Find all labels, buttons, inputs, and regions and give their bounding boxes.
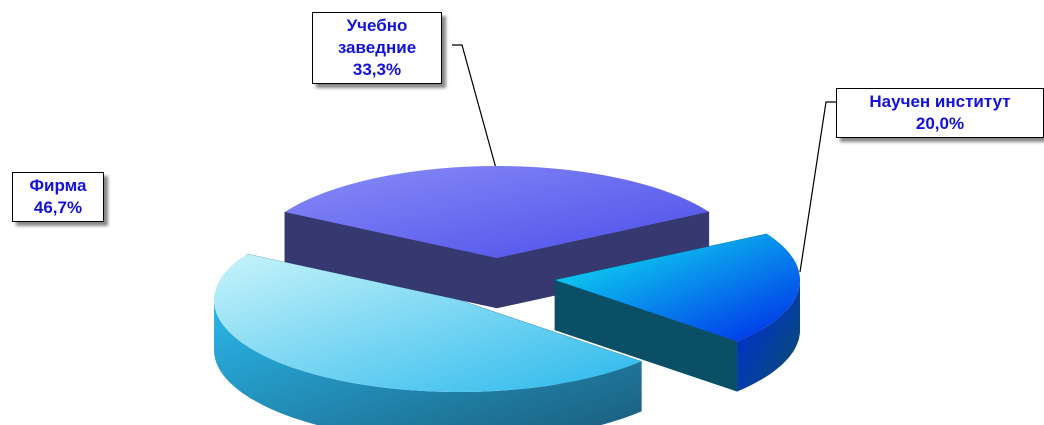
slice-label: Научен институт 20,0% <box>836 88 1044 138</box>
slice-top <box>284 166 709 258</box>
callout-line <box>452 44 498 173</box>
slice-value: 20,0% <box>915 114 965 133</box>
slice-name: Учебно заведние <box>337 16 417 57</box>
slice-top <box>214 254 642 392</box>
slice-name: Фирма <box>29 176 87 195</box>
slice <box>554 233 800 392</box>
slice-wall <box>214 300 642 425</box>
slice-value: 33,3% <box>352 60 402 79</box>
slice-label: Фирма 46,7% <box>12 172 104 222</box>
slice-wall <box>737 280 800 392</box>
slice-name: Научен институт <box>869 92 1011 111</box>
slice-label: Учебно заведние 33,3% <box>312 12 442 84</box>
slice-top <box>555 233 800 342</box>
slice-value: 46,7% <box>33 198 83 217</box>
slice <box>284 166 710 309</box>
callout-line <box>799 101 836 273</box>
slice <box>214 253 642 425</box>
